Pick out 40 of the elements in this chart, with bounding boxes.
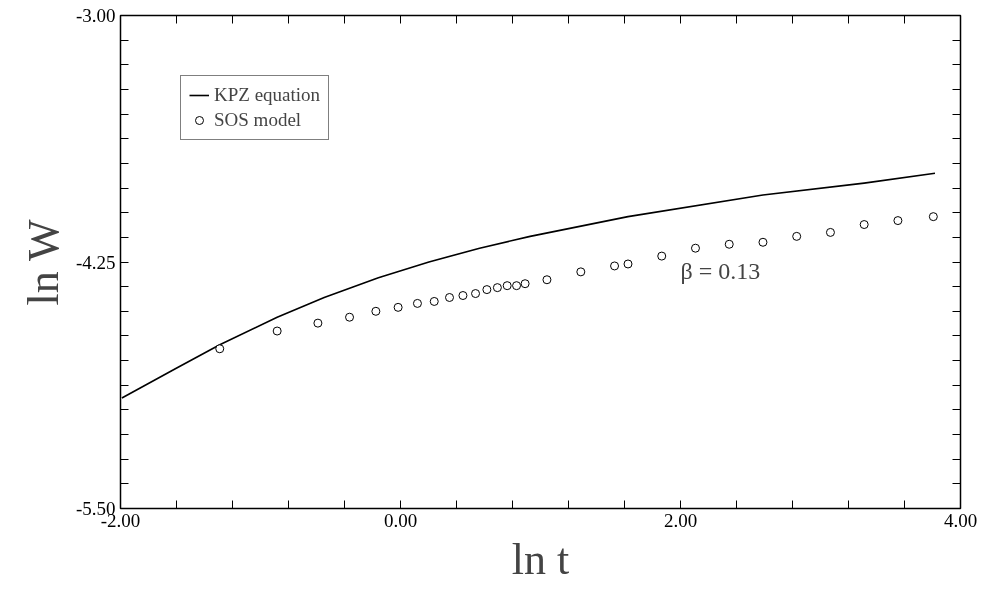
point xyxy=(928,212,938,222)
point xyxy=(492,283,502,293)
point xyxy=(610,261,620,271)
point xyxy=(482,285,492,295)
point xyxy=(445,293,454,302)
point xyxy=(371,306,381,316)
point xyxy=(458,291,468,301)
point xyxy=(893,216,903,226)
point xyxy=(542,275,552,285)
point xyxy=(623,259,633,269)
point xyxy=(859,220,869,230)
y-axis-title: ln W xyxy=(18,218,68,306)
point xyxy=(412,298,422,308)
line-series xyxy=(121,172,936,399)
point xyxy=(758,237,768,247)
point xyxy=(429,296,439,306)
point xyxy=(215,344,225,354)
legend-label: SOS model xyxy=(214,109,302,131)
point xyxy=(345,312,355,322)
annotation: β = 0.13 xyxy=(680,257,761,284)
x-tick-label: 2.00 xyxy=(663,509,698,531)
x-axis-title: ln t xyxy=(511,534,570,584)
y-tick-label: -3.00 xyxy=(75,5,116,26)
point xyxy=(724,239,734,249)
point xyxy=(792,231,802,241)
point xyxy=(690,243,700,253)
point xyxy=(471,289,481,299)
x-tick-label: 0.00 xyxy=(383,509,418,531)
point xyxy=(825,227,835,237)
y-tick-label: -4.25 xyxy=(75,251,116,273)
point xyxy=(520,279,530,289)
point xyxy=(502,281,512,291)
point xyxy=(576,267,586,277)
point xyxy=(313,318,323,328)
x-tick-label: 4.00 xyxy=(943,509,978,531)
point xyxy=(657,251,667,261)
point xyxy=(512,281,522,291)
point xyxy=(272,326,282,336)
legend-label: KPZ equation xyxy=(214,84,321,106)
point xyxy=(393,302,403,312)
